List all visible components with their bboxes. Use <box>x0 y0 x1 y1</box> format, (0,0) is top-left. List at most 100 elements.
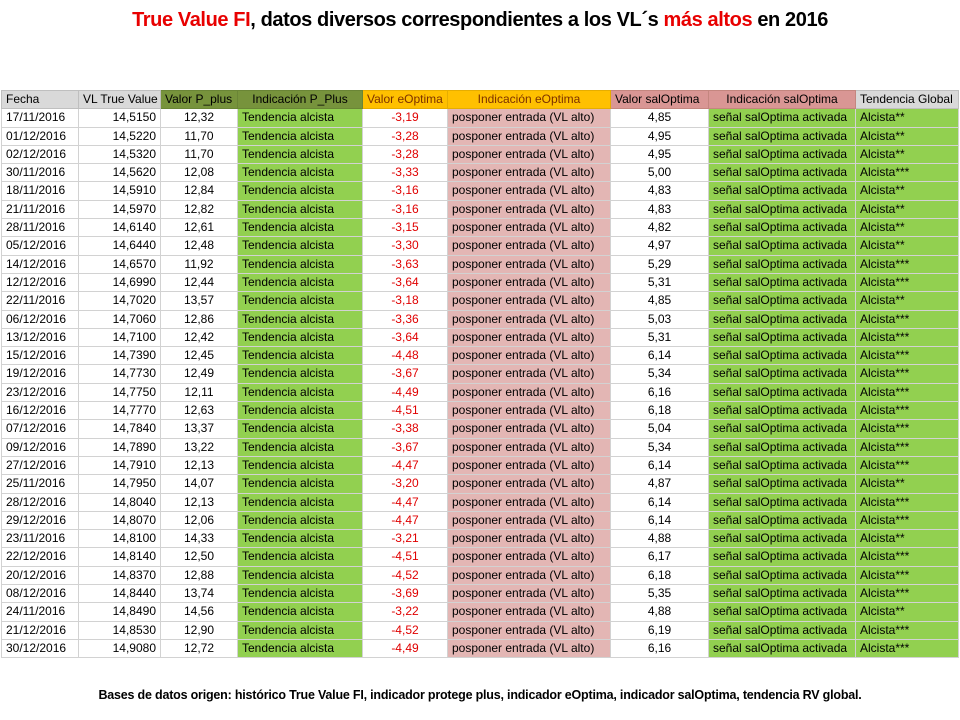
cell-vl-true-value[interactable]: 14,7950 <box>78 474 161 494</box>
cell-tendencia-global[interactable]: Alcista** <box>855 529 959 549</box>
col-header-indicacion-eoptima[interactable]: Indicación eOptima <box>447 89 611 110</box>
cell-valor-saloptima[interactable]: 4,87 <box>610 474 709 494</box>
cell-fecha[interactable]: 27/12/2016 <box>1 455 79 476</box>
cell-valor-saloptima[interactable]: 4,88 <box>610 602 709 622</box>
cell-indicacion-pplus[interactable]: Tendencia alcista <box>237 547 363 567</box>
cell-indicacion-saloptima[interactable]: señal salOptima activada <box>708 346 856 366</box>
cell-vl-true-value[interactable]: 14,8140 <box>78 547 161 567</box>
cell-vl-true-value[interactable]: 14,6990 <box>78 272 161 293</box>
cell-tendencia-global[interactable]: Alcista*** <box>855 510 959 531</box>
cell-tendencia-global[interactable]: Alcista** <box>855 474 959 494</box>
cell-valor-pplus[interactable]: 12,84 <box>160 181 238 201</box>
cell-fecha[interactable]: 14/12/2016 <box>1 254 79 274</box>
cell-valor-eoptima[interactable]: -3,16 <box>362 199 448 220</box>
cell-valor-saloptima[interactable]: 6,16 <box>610 638 709 659</box>
cell-vl-true-value[interactable]: 14,8070 <box>78 510 161 531</box>
cell-vl-true-value[interactable]: 14,7770 <box>78 401 161 421</box>
cell-valor-pplus[interactable]: 12,72 <box>160 638 238 659</box>
cell-valor-eoptima[interactable]: -3,38 <box>362 419 448 439</box>
cell-valor-saloptima[interactable]: 4,85 <box>610 108 709 128</box>
cell-indicacion-eoptima[interactable]: posponer entrada (VL alto) <box>447 638 611 659</box>
cell-fecha[interactable]: 21/12/2016 <box>1 620 79 640</box>
cell-valor-eoptima[interactable]: -4,47 <box>362 492 448 512</box>
cell-indicacion-saloptima[interactable]: señal salOptima activada <box>708 382 856 403</box>
cell-valor-pplus[interactable]: 12,90 <box>160 620 238 640</box>
cell-tendencia-global[interactable]: Alcista*** <box>855 565 959 586</box>
cell-indicacion-eoptima[interactable]: posponer entrada (VL alto) <box>447 529 611 549</box>
cell-indicacion-pplus[interactable]: Tendencia alcista <box>237 620 363 640</box>
cell-tendencia-global[interactable]: Alcista*** <box>855 382 959 403</box>
cell-valor-eoptima[interactable]: -3,20 <box>362 474 448 494</box>
cell-indicacion-saloptima[interactable]: señal salOptima activada <box>708 510 856 531</box>
cell-valor-eoptima[interactable]: -4,52 <box>362 620 448 640</box>
cell-fecha[interactable]: 18/11/2016 <box>1 181 79 201</box>
cell-indicacion-saloptima[interactable]: señal salOptima activada <box>708 419 856 439</box>
cell-indicacion-eoptima[interactable]: posponer entrada (VL alto) <box>447 144 611 165</box>
cell-indicacion-pplus[interactable]: Tendencia alcista <box>237 236 363 256</box>
cell-indicacion-pplus[interactable]: Tendencia alcista <box>237 382 363 403</box>
cell-valor-saloptima[interactable]: 4,83 <box>610 199 709 220</box>
cell-indicacion-pplus[interactable]: Tendencia alcista <box>237 529 363 549</box>
cell-tendencia-global[interactable]: Alcista*** <box>855 272 959 293</box>
cell-indicacion-saloptima[interactable]: señal salOptima activada <box>708 291 856 311</box>
cell-vl-true-value[interactable]: 14,7840 <box>78 419 161 439</box>
cell-tendencia-global[interactable]: Alcista** <box>855 199 959 220</box>
cell-fecha[interactable]: 07/12/2016 <box>1 419 79 439</box>
cell-valor-saloptima[interactable]: 6,14 <box>610 346 709 366</box>
cell-indicacion-pplus[interactable]: Tendencia alcista <box>237 108 363 128</box>
cell-fecha[interactable]: 23/12/2016 <box>1 382 79 403</box>
cell-indicacion-saloptima[interactable]: señal salOptima activada <box>708 364 856 384</box>
cell-valor-eoptima[interactable]: -4,51 <box>362 401 448 421</box>
cell-valor-pplus[interactable]: 13,74 <box>160 584 238 604</box>
cell-valor-eoptima[interactable]: -3,15 <box>362 218 448 238</box>
cell-valor-pplus[interactable]: 14,07 <box>160 474 238 494</box>
cell-indicacion-pplus[interactable]: Tendencia alcista <box>237 602 363 622</box>
cell-vl-true-value[interactable]: 14,5910 <box>78 181 161 201</box>
cell-indicacion-pplus[interactable]: Tendencia alcista <box>237 492 363 512</box>
cell-vl-true-value[interactable]: 14,7100 <box>78 327 161 348</box>
cell-indicacion-pplus[interactable]: Tendencia alcista <box>237 565 363 586</box>
cell-tendencia-global[interactable]: Alcista*** <box>855 492 959 512</box>
cell-valor-saloptima[interactable]: 6,19 <box>610 620 709 640</box>
cell-tendencia-global[interactable]: Alcista*** <box>855 638 959 659</box>
cell-indicacion-pplus[interactable]: Tendencia alcista <box>237 199 363 220</box>
col-header-tendencia-global[interactable]: Tendencia Global <box>855 89 959 110</box>
cell-valor-eoptima[interactable]: -3,33 <box>362 163 448 183</box>
cell-valor-pplus[interactable]: 12,86 <box>160 309 238 329</box>
cell-fecha[interactable]: 15/12/2016 <box>1 346 79 366</box>
cell-tendencia-global[interactable]: Alcista*** <box>855 163 959 183</box>
cell-vl-true-value[interactable]: 14,8440 <box>78 584 161 604</box>
col-header-valor-eoptima[interactable]: Valor eOptima <box>362 89 448 110</box>
cell-valor-eoptima[interactable]: -3,28 <box>362 126 448 146</box>
col-header-indicacion-pplus[interactable]: Indicación P_Plus <box>237 89 363 110</box>
cell-valor-saloptima[interactable]: 5,04 <box>610 419 709 439</box>
cell-fecha[interactable]: 30/11/2016 <box>1 163 79 183</box>
cell-fecha[interactable]: 29/12/2016 <box>1 510 79 531</box>
cell-tendencia-global[interactable]: Alcista*** <box>855 437 959 457</box>
cell-indicacion-pplus[interactable]: Tendencia alcista <box>237 474 363 494</box>
cell-indicacion-eoptima[interactable]: posponer entrada (VL alto) <box>447 437 611 457</box>
cell-indicacion-eoptima[interactable]: posponer entrada (VL alto) <box>447 382 611 403</box>
cell-vl-true-value[interactable]: 14,7020 <box>78 291 161 311</box>
cell-fecha[interactable]: 30/12/2016 <box>1 638 79 659</box>
cell-valor-pplus[interactable]: 12,44 <box>160 272 238 293</box>
cell-indicacion-saloptima[interactable]: señal salOptima activada <box>708 163 856 183</box>
cell-fecha[interactable]: 06/12/2016 <box>1 309 79 329</box>
cell-indicacion-eoptima[interactable]: posponer entrada (VL alto) <box>447 401 611 421</box>
cell-indicacion-eoptima[interactable]: posponer entrada (VL alto) <box>447 291 611 311</box>
cell-fecha[interactable]: 25/11/2016 <box>1 474 79 494</box>
cell-valor-saloptima[interactable]: 5,31 <box>610 272 709 293</box>
cell-valor-pplus[interactable]: 12,88 <box>160 565 238 586</box>
cell-valor-pplus[interactable]: 11,70 <box>160 126 238 146</box>
cell-tendencia-global[interactable]: Alcista*** <box>855 254 959 274</box>
cell-tendencia-global[interactable]: Alcista*** <box>855 584 959 604</box>
cell-indicacion-eoptima[interactable]: posponer entrada (VL alto) <box>447 510 611 531</box>
cell-indicacion-pplus[interactable]: Tendencia alcista <box>237 163 363 183</box>
cell-indicacion-eoptima[interactable]: posponer entrada (VL alto) <box>447 620 611 640</box>
cell-indicacion-eoptima[interactable]: posponer entrada (VL alto) <box>447 547 611 567</box>
cell-vl-true-value[interactable]: 14,7730 <box>78 364 161 384</box>
col-header-valor-saloptima[interactable]: Valor salOptima <box>610 89 709 110</box>
cell-fecha[interactable]: 05/12/2016 <box>1 236 79 256</box>
cell-valor-pplus[interactable]: 11,92 <box>160 254 238 274</box>
cell-vl-true-value[interactable]: 14,8040 <box>78 492 161 512</box>
